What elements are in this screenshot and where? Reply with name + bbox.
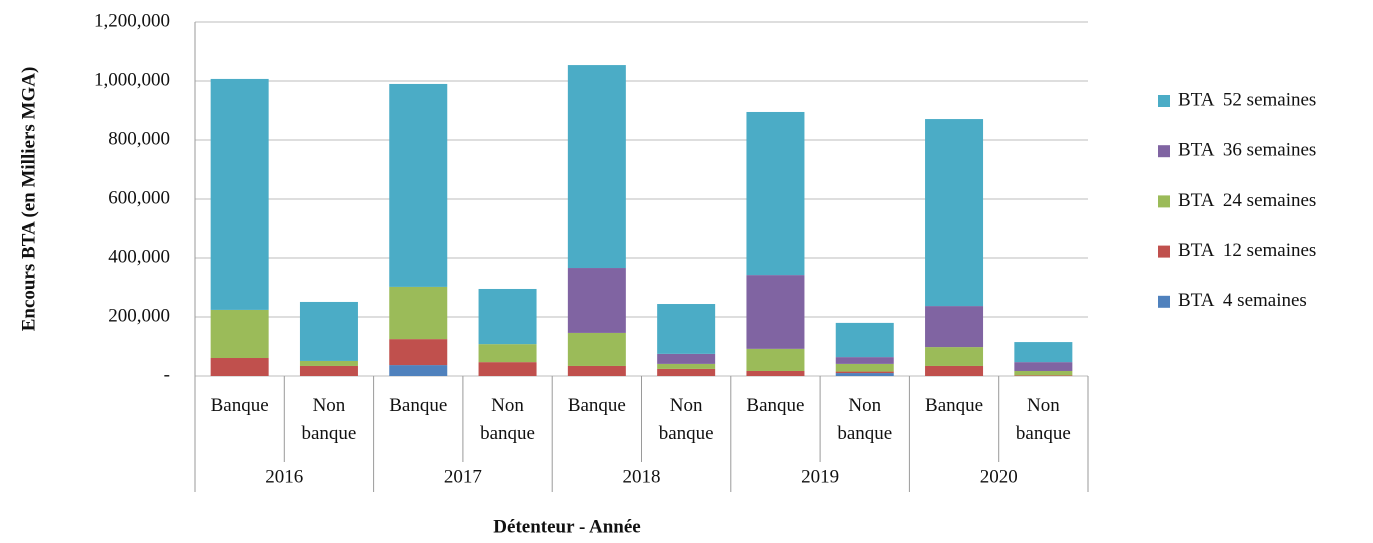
- bar-segment: [478, 288, 537, 345]
- group-label: 2017: [444, 466, 482, 487]
- group-label: 2018: [623, 466, 661, 487]
- bar-segment: [1014, 362, 1073, 371]
- group-label: 2020: [980, 466, 1018, 487]
- bar-segment: [746, 111, 805, 276]
- group-label: 2019: [801, 466, 839, 487]
- y-tick-label: 200,000: [108, 305, 170, 326]
- bar-segment: [1014, 370, 1073, 376]
- legend-swatch: [1158, 245, 1170, 258]
- bar-segment: [925, 119, 984, 307]
- bar-segment: [299, 365, 358, 376]
- bar-segment: [835, 357, 894, 364]
- bar-segment: [299, 301, 358, 361]
- legend-label: BTA 36 semaines: [1178, 140, 1316, 161]
- x-tick-label: Non banque: [837, 395, 892, 444]
- x-tick-label: Banque: [211, 395, 269, 416]
- x-tick-label: Banque: [568, 395, 626, 416]
- bar-segment: [1014, 342, 1073, 363]
- bar-segment: [389, 339, 448, 366]
- bar-segment: [567, 65, 626, 269]
- y-tick-label: 600,000: [108, 187, 170, 208]
- bar-segment: [657, 353, 716, 364]
- bar-segment: [478, 362, 537, 376]
- legend-swatch: [1158, 195, 1170, 208]
- y-axis-title: Encours BTA (en Milliers MGA): [18, 67, 39, 332]
- legend-label: BTA 24 semaines: [1178, 190, 1316, 211]
- bar-segment: [389, 83, 448, 287]
- bar-segment: [210, 78, 269, 310]
- bar-segment: [835, 371, 894, 374]
- y-tick-label: 1,000,000: [94, 69, 170, 90]
- x-tick-label: Non banque: [480, 395, 535, 444]
- bar-segment: [835, 322, 894, 358]
- bar-segment: [746, 370, 805, 376]
- x-tick-label: Banque: [746, 395, 804, 416]
- bar-segment: [657, 304, 716, 354]
- x-tick-label: Non banque: [1016, 395, 1071, 444]
- bar-segment: [389, 365, 448, 376]
- legend-swatch: [1158, 295, 1170, 308]
- x-tick-label: Banque: [925, 395, 983, 416]
- bar-segment: [210, 358, 269, 376]
- x-axis-title: Détenteur - Année: [493, 516, 640, 537]
- y-tick-label: 1,200,000: [94, 10, 170, 31]
- legend-label: BTA 52 semaines: [1178, 89, 1316, 110]
- x-tick-label: Banque: [389, 395, 447, 416]
- bar-segment: [567, 268, 626, 333]
- legend-swatch: [1158, 95, 1170, 107]
- bar-segment: [657, 363, 716, 369]
- bar-segment: [835, 363, 894, 372]
- bar-segment: [210, 309, 269, 359]
- bar-segment: [746, 275, 805, 349]
- x-tick-label: Non banque: [659, 395, 714, 444]
- bar-segment: [567, 332, 626, 366]
- bar-segment: [925, 347, 984, 366]
- bar-segment: [925, 365, 984, 376]
- x-tick-label: Non banque: [302, 395, 357, 444]
- y-tick-label: -: [164, 364, 170, 385]
- bar-segment: [567, 365, 626, 376]
- legend-swatch: [1158, 145, 1170, 158]
- bar-segment: [835, 373, 894, 376]
- legend-label: BTA 12 semaines: [1178, 240, 1316, 261]
- bar-segment: [389, 286, 448, 340]
- group-label: 2016: [265, 466, 303, 487]
- bar-segment: [1014, 375, 1073, 376]
- bar-segment: [746, 348, 805, 371]
- legend-label: BTA 4 semaines: [1178, 290, 1307, 311]
- y-tick-label: 400,000: [108, 246, 170, 267]
- bar-segment: [299, 360, 358, 366]
- y-tick-label: 800,000: [108, 128, 170, 149]
- bar-segment: [657, 368, 716, 376]
- bar-segment: [478, 344, 537, 363]
- bar-segment: [925, 306, 984, 348]
